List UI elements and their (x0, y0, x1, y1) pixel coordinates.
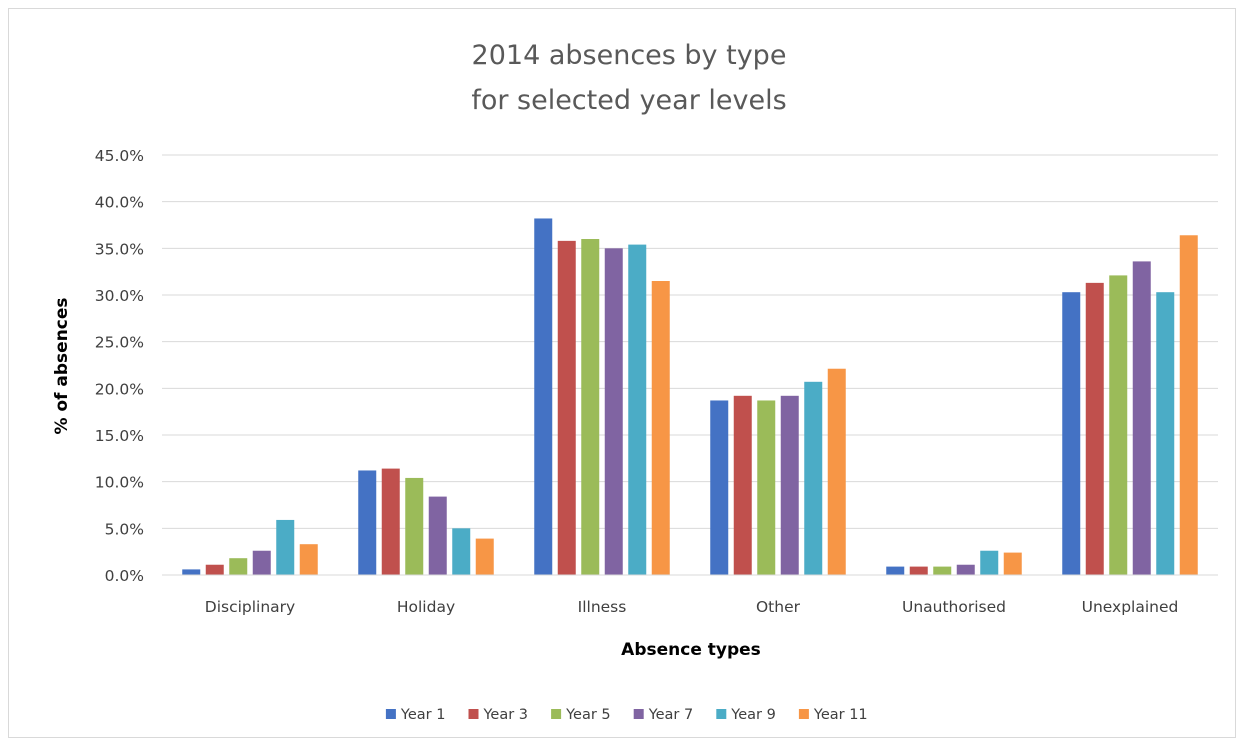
legend-swatch (798, 709, 809, 719)
x-tick-label: Unexplained (1082, 598, 1179, 616)
legend-swatch (385, 709, 396, 719)
bar (804, 381, 823, 575)
x-tick-label: Other (756, 598, 801, 616)
bar (205, 564, 224, 575)
bar (252, 550, 271, 575)
y-tick-label: 10.0% (95, 474, 144, 492)
bar (581, 239, 600, 575)
gridlines (162, 154, 1218, 529)
legend-swatch (633, 709, 644, 719)
y-tick-label: 30.0% (95, 287, 144, 305)
bar (757, 400, 776, 575)
legend-label: Year 1 (400, 707, 446, 723)
bar (1109, 275, 1128, 575)
legend-swatch (468, 709, 479, 719)
y-tick-label: 20.0% (95, 380, 144, 398)
y-tick-label: 0.0% (105, 567, 144, 585)
bar (909, 566, 928, 575)
chart-title-line-2: for selected year levels (471, 85, 786, 116)
bar (557, 240, 576, 575)
bars (182, 218, 1198, 576)
legend-swatch (716, 709, 727, 719)
bar (1132, 261, 1151, 575)
y-axis-ticks: 0.0% 5.0% 10.0% 15.0% 20.0% 25.0% 30.0% 35.0% 40… (95, 147, 144, 585)
y-axis-title: % of absences (52, 297, 72, 434)
bar (933, 566, 952, 575)
bar (182, 569, 201, 575)
bar (1156, 292, 1175, 575)
legend-label: Year 9 (730, 707, 776, 723)
bar (1062, 292, 1081, 575)
y-tick-label: 5.0% (105, 520, 144, 538)
bar (956, 564, 975, 575)
bar (651, 281, 670, 575)
bar (780, 395, 799, 575)
bar (1085, 282, 1104, 575)
bar (1003, 552, 1022, 575)
bar (733, 395, 752, 575)
bar (229, 558, 248, 575)
bar (452, 528, 471, 575)
y-tick-label: 45.0% (95, 147, 144, 165)
legend-label: Year 7 (648, 707, 694, 723)
bar (710, 400, 729, 575)
y-tick-label: 25.0% (95, 334, 144, 352)
bar (827, 368, 846, 575)
legend-label: Year 5 (565, 707, 611, 723)
y-tick-label: 15.0% (95, 427, 144, 445)
bar (405, 477, 424, 575)
bar (604, 248, 623, 576)
y-tick-label: 40.0% (95, 194, 144, 212)
x-tick-label: Illness (578, 598, 627, 616)
bar (428, 496, 447, 575)
bar (534, 218, 553, 575)
legend-label: Year 11 (813, 707, 868, 723)
bar (358, 470, 377, 575)
x-tick-label: Disciplinary (205, 598, 295, 616)
bar (886, 566, 905, 575)
x-tick-label: Unauthorised (902, 598, 1006, 616)
chart-title: 2014 absences by type for selected year … (471, 40, 786, 116)
chart-title-line-1: 2014 absences by type (472, 40, 787, 71)
x-axis: Disciplinary Holiday Illness Other Unauthori… (162, 574, 1218, 616)
bar (628, 244, 647, 575)
bar (980, 550, 999, 575)
bar (276, 519, 295, 575)
bar (475, 538, 494, 575)
y-tick-label: 35.0% (95, 240, 144, 258)
x-tick-label: Holiday (397, 598, 455, 616)
legend-swatch (551, 709, 562, 719)
x-axis-title: Absence types (621, 640, 761, 660)
legend-label: Year 3 (483, 707, 529, 723)
bar (299, 544, 318, 575)
legend: Year 1 Year 3 Year 5 Year 7 Year 9 Year 11 (385, 707, 868, 723)
bar (381, 468, 400, 575)
bar (1179, 235, 1198, 575)
